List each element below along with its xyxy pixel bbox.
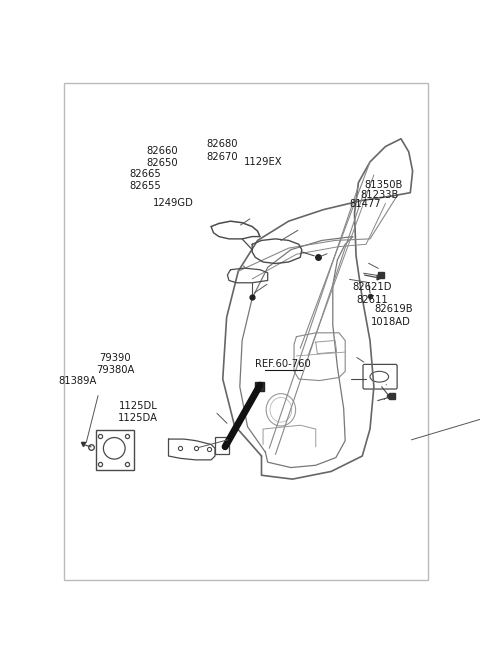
Text: 1018AD: 1018AD: [371, 318, 411, 327]
Text: 81233B: 81233B: [360, 190, 398, 200]
Text: 1129EX: 1129EX: [244, 157, 283, 167]
Text: REF.60-760: REF.60-760: [255, 359, 311, 369]
Text: 81389A: 81389A: [59, 376, 97, 386]
Text: 82665
82655: 82665 82655: [129, 169, 161, 191]
Text: 1125DL
1125DA: 1125DL 1125DA: [118, 401, 158, 423]
Text: 79390
79380A: 79390 79380A: [96, 353, 134, 375]
Text: 1249GD: 1249GD: [153, 198, 194, 208]
Bar: [254, 382, 264, 392]
Text: 82621D
82611: 82621D 82611: [353, 282, 392, 304]
Text: 82619B: 82619B: [375, 304, 413, 314]
Text: 82660
82650: 82660 82650: [146, 146, 178, 168]
Text: 81350B: 81350B: [364, 180, 403, 190]
Bar: [215, 437, 229, 454]
Text: 82680
82670: 82680 82670: [206, 139, 238, 161]
Text: 81477: 81477: [349, 199, 381, 209]
